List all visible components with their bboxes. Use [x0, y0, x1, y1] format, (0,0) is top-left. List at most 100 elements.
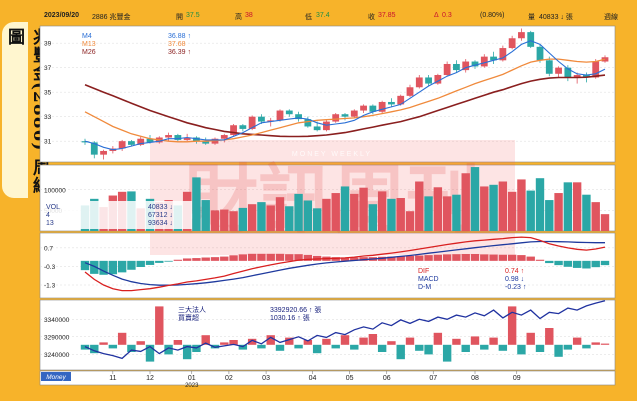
- candle-body: [545, 60, 553, 74]
- change-value: 0.3: [442, 12, 452, 19]
- volume-bar: [535, 178, 545, 231]
- inst-flow-bar: [136, 341, 145, 345]
- price-legend-label: M26: [82, 49, 96, 56]
- inst-flow-bar: [489, 337, 498, 345]
- candle-body: [304, 119, 312, 127]
- candle-body: [313, 126, 321, 131]
- macd-osc-bar: [182, 258, 192, 261]
- volume-bar: [405, 211, 415, 231]
- inst-flow-bar: [470, 336, 480, 345]
- macd-osc-bar: [424, 255, 433, 261]
- volume-bar: [545, 200, 554, 231]
- volume-bar: [387, 198, 396, 231]
- macd-osc-bar: [220, 256, 229, 261]
- volume-bar: [489, 184, 498, 231]
- candle-body: [90, 142, 98, 155]
- volume-bar: [294, 193, 303, 231]
- inst-flow-bar: [145, 344, 155, 362]
- price-legend-label: M13: [82, 41, 96, 48]
- macd-osc-bar: [90, 260, 99, 274]
- y-tick-label: 3290000: [44, 334, 70, 341]
- candle-body: [453, 63, 460, 71]
- inst-flow-bar: [173, 340, 183, 345]
- price-legend-value: 36.88 ↑: [168, 33, 191, 40]
- candle-body: [258, 116, 265, 122]
- inst-flow-bar: [117, 332, 127, 345]
- inst-flow-bar: [108, 344, 118, 349]
- candle-body: [536, 46, 544, 61]
- macd-osc-bar: [303, 254, 313, 261]
- inst-flow-bar: [182, 344, 192, 360]
- x-tick-label: 09: [513, 375, 521, 382]
- quote-stock: 2886 兆豐金: [92, 14, 131, 21]
- inst-flow-bar: [582, 344, 591, 349]
- volume-value: 40833 ↓ 張: [539, 14, 573, 21]
- macd-osc-bar: [80, 260, 90, 271]
- candle-body: [174, 135, 182, 140]
- volume-legend-value: 40833 ↓: [148, 204, 173, 211]
- panel-3: [39, 299, 616, 371]
- candle-body: [341, 114, 349, 117]
- low-value: 37.4: [316, 12, 330, 19]
- inst-flow-bar: [442, 344, 452, 362]
- watermark-subtext: MONEY WEEKLY: [292, 151, 372, 158]
- volume-bar: [470, 167, 480, 231]
- inst-flow-bar: [415, 344, 424, 351]
- macd-osc-bar: [526, 256, 535, 261]
- volume-legend-bg: [42, 201, 192, 229]
- x-tick-label: 05: [346, 375, 354, 382]
- volume-legend-label: 13: [46, 220, 54, 227]
- volume-bar: [257, 202, 266, 231]
- volume-bar: [554, 193, 563, 231]
- inst-flow-bar: [266, 335, 275, 345]
- candle-body: [230, 125, 237, 136]
- candle-body: [499, 48, 507, 61]
- candle-body: [388, 101, 395, 105]
- volume-bar: [415, 181, 424, 231]
- macd-osc-bar: [433, 254, 443, 261]
- volume-legend-value: 93634 ↓: [148, 220, 173, 227]
- x-tick-label: 08: [471, 375, 479, 382]
- macd-osc-bar: [99, 260, 108, 275]
- macd-osc-bar: [108, 260, 118, 275]
- inst-legend-label: 買賣超: [178, 313, 199, 322]
- y-tick-label: 35: [44, 90, 52, 97]
- candle-body: [369, 105, 377, 112]
- candle-body: [285, 110, 293, 115]
- macd-osc-bar: [461, 253, 470, 261]
- change-pct: (0.80%): [480, 12, 505, 19]
- candle-body: [239, 125, 247, 129]
- inst-flow-bar: [275, 344, 285, 351]
- volume-bar: [433, 187, 443, 231]
- volume-bar: [340, 186, 350, 231]
- y-tick-label: 3340000: [44, 317, 70, 324]
- macd-osc-bar: [489, 254, 498, 261]
- volume-bar: [452, 194, 461, 231]
- macd-osc-bar: [210, 257, 220, 261]
- volume-bar: [517, 179, 526, 231]
- inst-flow-bar: [433, 332, 443, 345]
- low-label: 低: [305, 14, 312, 21]
- inst-flow-bar: [535, 344, 545, 352]
- volume-bar: [210, 210, 220, 231]
- volume-bar: [322, 198, 331, 231]
- candle-body: [360, 105, 367, 111]
- y-tick-label: 0.7: [44, 245, 53, 252]
- inst-flow-bar: [368, 334, 378, 345]
- x-tick-label: 04: [309, 375, 317, 382]
- x-tick-label: 03: [262, 375, 270, 382]
- candle-body: [118, 141, 126, 149]
- period-label: 週線: [604, 14, 618, 21]
- inst-flow-bar: [312, 344, 322, 354]
- macd-legend-value: 0.98 ↓: [505, 276, 524, 283]
- macd-osc-bar: [247, 253, 257, 261]
- macd-osc-bar: [275, 253, 285, 261]
- inst-flow-bar: [257, 344, 266, 349]
- x-tick-label: 07: [429, 375, 437, 382]
- close-label: 收: [368, 14, 375, 21]
- macd-osc-bar: [563, 260, 573, 267]
- candle-body: [350, 110, 358, 117]
- macd-osc-bar: [238, 254, 248, 261]
- macd-osc-bar: [405, 255, 415, 261]
- candle-body: [527, 32, 535, 47]
